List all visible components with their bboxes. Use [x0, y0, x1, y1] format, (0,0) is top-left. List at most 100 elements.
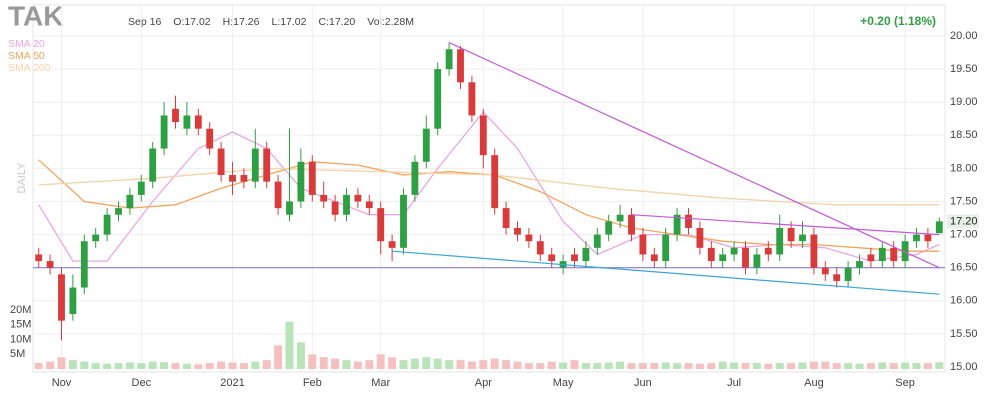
candle-body: [799, 234, 806, 242]
candle-body: [160, 115, 168, 149]
volume-bar: [570, 360, 579, 369]
candle-body: [479, 115, 487, 156]
x-tick-label: Sep: [895, 377, 915, 389]
x-tick-label: May: [553, 377, 574, 389]
candle-body: [833, 274, 841, 281]
volume-bar: [684, 363, 693, 369]
volume-bar: [456, 360, 465, 369]
candle-body: [217, 148, 225, 176]
candle-body: [514, 227, 521, 235]
y-tick-label: 17.50: [950, 195, 978, 207]
candle-body: [240, 175, 248, 182]
legend-entry: SMA 200: [8, 62, 51, 74]
candle-body: [434, 69, 442, 129]
candle-body: [924, 234, 932, 242]
plot-area: [32, 4, 946, 373]
candle-body: [605, 221, 613, 235]
volume-bar: [832, 363, 841, 369]
candle-body: [365, 201, 373, 209]
volume-bar: [80, 361, 89, 369]
volume-bar: [638, 363, 647, 369]
header-item: Sep 16: [128, 16, 161, 28]
candle-body: [787, 227, 795, 242]
volume-bar: [798, 362, 807, 369]
trendline: [631, 214, 940, 236]
volume-bar: [821, 361, 830, 369]
y-tick-label: 16.50: [950, 262, 978, 274]
candle-body: [58, 274, 65, 321]
candle-body: [856, 261, 863, 268]
x-tick-label: Dec: [132, 377, 152, 389]
candle-body: [331, 201, 339, 215]
candle-body: [673, 214, 681, 235]
x-tick-label: Mar: [371, 377, 390, 389]
candle-body: [867, 254, 875, 262]
candle-body: [616, 214, 624, 222]
candle-body: [35, 254, 43, 262]
candle-body: [263, 148, 271, 182]
x-tick-label: Aug: [804, 377, 824, 389]
candle-body: [593, 234, 601, 248]
candle-body: [730, 247, 738, 255]
trendline: [392, 250, 940, 295]
x-tick-label: Nov: [52, 377, 72, 389]
volume-bar: [627, 363, 636, 369]
volume-bar: [604, 362, 613, 369]
x-tick-label: Jun: [634, 377, 652, 389]
price-tag: 17.20: [950, 215, 978, 227]
volume-bar: [889, 363, 898, 369]
y-tick-label: 17.00: [950, 229, 978, 241]
candle-body: [183, 115, 191, 129]
candle-body: [753, 254, 761, 268]
x-tick-label: Apr: [475, 377, 492, 389]
candle-body: [229, 175, 236, 182]
y-tick-label: 16.00: [950, 295, 978, 307]
candle-body: [525, 234, 533, 242]
volume-bar: [536, 363, 545, 369]
volume-bar: [593, 363, 602, 369]
volume-bar: [752, 363, 761, 369]
header-item: H:17.26: [223, 16, 260, 28]
candle-body: [137, 181, 145, 195]
candle-body: [639, 234, 647, 255]
candle-body: [935, 221, 943, 234]
x-tick-label: Jul: [727, 377, 741, 389]
candle-body: [388, 241, 396, 248]
candle-body: [126, 194, 134, 209]
candle-body: [115, 208, 122, 215]
volume-bar: [787, 363, 796, 369]
candle-body: [80, 241, 88, 288]
volume-bar: [410, 358, 419, 369]
ticker: TAK: [8, 0, 63, 31]
volume-bar: [114, 363, 123, 369]
volume-bar: [171, 363, 180, 369]
x-tick-label: Feb: [303, 377, 322, 389]
volume-bar: [718, 361, 727, 369]
volume-bar: [467, 361, 476, 369]
volume-bar: [68, 360, 77, 369]
candle-body: [719, 254, 727, 262]
volume-bar: [809, 361, 818, 369]
volume-bar: [707, 363, 716, 369]
volume-bar: [673, 363, 682, 369]
volume-bar: [661, 362, 670, 369]
change: +0.20 (1.18%): [860, 14, 936, 28]
volume-bar: [217, 361, 226, 369]
volume-bar: [559, 362, 568, 369]
volume-bar: [524, 363, 533, 369]
candle-body: [286, 201, 293, 215]
volume-bar: [376, 354, 385, 369]
volume-bar: [616, 361, 625, 369]
volume-bar: [262, 360, 271, 369]
y-tick-label: 20.00: [950, 30, 978, 42]
candle-body: [901, 241, 909, 262]
candle-body: [308, 161, 316, 195]
candle-body: [628, 214, 635, 235]
candle-body: [764, 247, 772, 255]
volume-tick-label: 15M: [10, 319, 31, 331]
header-item: O:17.02: [173, 16, 211, 28]
candle-body: [445, 49, 453, 70]
volume-bar: [34, 363, 43, 369]
candle-body: [844, 267, 852, 281]
candle-body: [69, 287, 77, 315]
